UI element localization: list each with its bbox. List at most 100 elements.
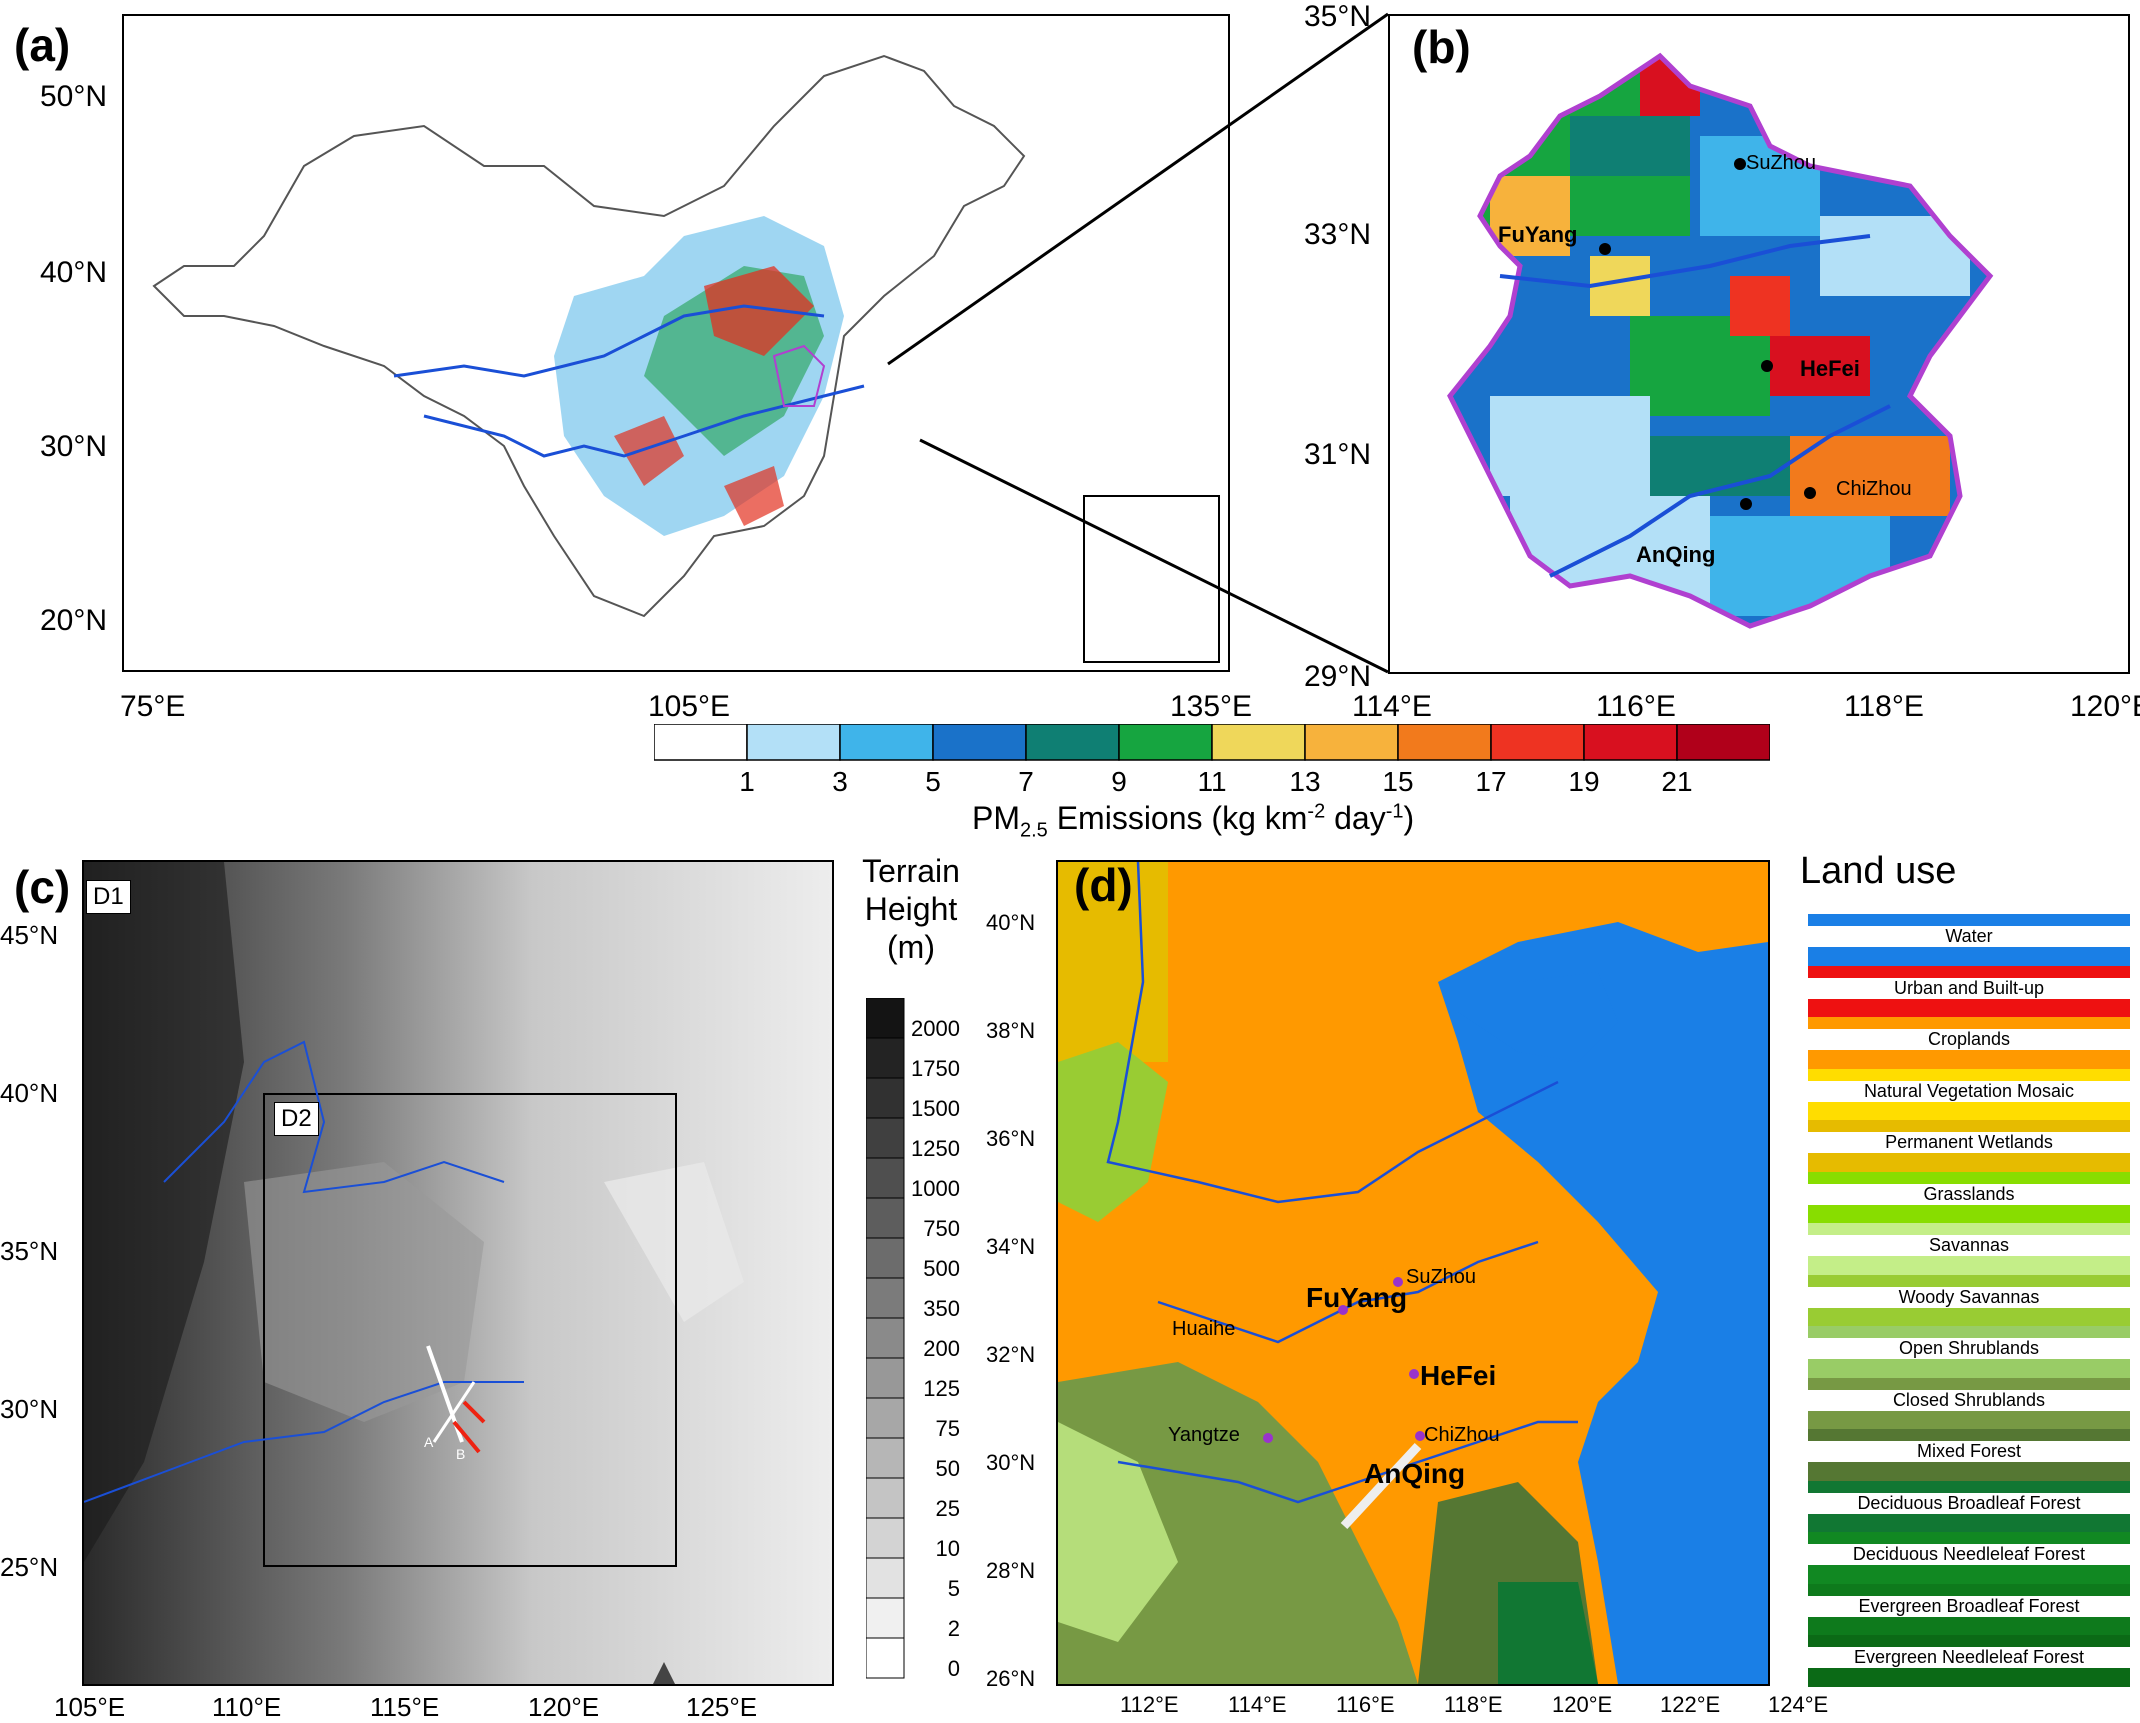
- lat-tick: 35°N: [0, 1236, 59, 1266]
- terrain-tick-label: 1500: [911, 1096, 960, 1121]
- city-label-hefei: HeFei: [1800, 356, 1860, 381]
- emission-grid: [1450, 56, 1990, 626]
- lat-tick: 45°N: [0, 920, 59, 950]
- lat-tick: 50°N: [40, 80, 108, 113]
- city-label-anqing: AnQing: [1364, 1458, 1466, 1489]
- panel-c-label: (c): [14, 861, 71, 913]
- south-china-sea-inset: [1083, 495, 1220, 663]
- colorbar-tick-label: 3: [832, 766, 848, 797]
- china-emission-map: [152, 54, 1220, 663]
- yangtze-river: [423, 384, 865, 458]
- panel-d-label: (d): [1074, 859, 1133, 911]
- lat-tick: 38°N: [986, 1018, 1036, 1043]
- river-label-huaihe: Huaihe: [1172, 1318, 1236, 1340]
- colorbar-swatch: [746, 724, 841, 761]
- panel-b-map: [1388, 14, 2130, 674]
- city-label-hefei: HeFei: [1420, 1360, 1497, 1391]
- emission-hotspot-sichuan: [614, 416, 684, 486]
- lon-tick: 112°E: [1120, 1692, 1179, 1717]
- landuse-label: Evergreen Broadleaf Forest: [1808, 1595, 2130, 1617]
- fuyang-marker: [1599, 243, 1611, 255]
- terrain-swatch: [866, 1117, 905, 1159]
- anqing-marker: [1740, 498, 1752, 510]
- huaihe-river: [1157, 1240, 1539, 1344]
- terrain-swatch: [866, 1557, 905, 1599]
- lon-tick: 120°E: [528, 1692, 600, 1722]
- lon-tick: 122°E: [1660, 1692, 1721, 1717]
- taiwan: [653, 1662, 675, 1684]
- lon-tick: 105°E: [54, 1692, 126, 1722]
- colorbar-tick-label: 9: [1111, 766, 1127, 797]
- terrain-swatch: [866, 1397, 905, 1439]
- anhui-emission-map: [1447, 52, 1994, 629]
- city-label-chizhou: ChiZhou: [1424, 1424, 1500, 1446]
- domain-d2-label: D2: [274, 1102, 319, 1136]
- transect-label-b: B: [456, 1446, 466, 1462]
- terrain-tick-label: 2000: [911, 1016, 960, 1041]
- lon-tick: 118°E: [1444, 1692, 1503, 1717]
- city-label-fuyang: FuYang: [1498, 222, 1578, 247]
- landuse-label: Open Shrublands: [1808, 1338, 2130, 1359]
- lat-tick: 40°N: [40, 256, 108, 289]
- terrain-colorbar-swatches: [866, 998, 905, 1679]
- yellow-river: [163, 1040, 505, 1194]
- yangtze-river: [84, 1381, 524, 1503]
- transect-red: [452, 1420, 481, 1454]
- colorbar-swatch: [1397, 724, 1492, 761]
- suzhou-marker: [1393, 1277, 1403, 1287]
- lat-tick: 40°N: [986, 910, 1036, 935]
- colorbar-swatch: [654, 724, 748, 761]
- lat-tick: 26°N: [986, 1666, 1036, 1691]
- terrain-tick-label: 500: [923, 1256, 960, 1281]
- colorbar-swatch: [839, 724, 934, 761]
- terrain-tick-label: 1250: [911, 1136, 960, 1161]
- lat-tick: 32°N: [986, 1342, 1036, 1367]
- lon-tick: 105°E: [648, 690, 731, 723]
- lat-tick: 30°N: [40, 430, 108, 463]
- emission-hotspot-south: [724, 466, 784, 526]
- lat-tick: 34°N: [986, 1234, 1036, 1259]
- terrain-tick-label: 10: [935, 1536, 960, 1561]
- lat-tick: 36°N: [986, 1126, 1036, 1151]
- panel-a-label: (a): [14, 19, 71, 71]
- lon-tick: 118°E: [1844, 690, 1924, 723]
- terrain-colorbar-title: Terrain Height (m): [862, 853, 960, 965]
- sea: [1438, 922, 1768, 1684]
- terrain-tick-label: 25: [935, 1496, 960, 1521]
- chizhou-marker: [1804, 487, 1816, 499]
- landuse-label: Croplands: [1808, 1029, 2130, 1050]
- landuse-legend-title: Land use: [1800, 850, 1957, 892]
- transect-label-a: A: [424, 1434, 434, 1450]
- yangtze-river: [1117, 1420, 1578, 1504]
- panel-b-label: (b): [1412, 21, 1471, 73]
- lon-tick: 110°E: [212, 1692, 282, 1722]
- lat-tick: 31°N: [1304, 438, 1372, 471]
- city-label-chizhou: ChiZhou: [1836, 478, 1912, 500]
- city-label-fuyang: FuYang: [1306, 1282, 1408, 1313]
- lat-tick: 30°N: [0, 1394, 59, 1424]
- panel-a-map: [122, 14, 1230, 672]
- colorbar-tick-label: 5: [925, 766, 941, 797]
- lat-tick: 28°N: [986, 1558, 1036, 1583]
- landuse-label: Grasslands: [1808, 1183, 2130, 1205]
- lon-tick: 116°E: [1336, 1692, 1395, 1717]
- landuse-label: Deciduous Broadleaf Forest: [1808, 1492, 2130, 1514]
- terrain-swatch: [866, 998, 905, 1039]
- emissions-colorbar-title: PM2.5 Emissions (kg km-2 day-1): [972, 800, 1415, 842]
- lon-tick: 114°E: [1228, 1692, 1287, 1717]
- landuse-label: Mixed Forest: [1808, 1441, 2130, 1462]
- anhui-boundary: [1447, 52, 1994, 629]
- terrain-swatch: [866, 1517, 905, 1559]
- domain-d2-box: [263, 1093, 677, 1567]
- landuse-label: Deciduous Needleleaf Forest: [1808, 1544, 2130, 1565]
- city-label-anqing: AnQing: [1636, 542, 1716, 567]
- terrain-tick-label: 50: [935, 1456, 960, 1481]
- colorbar-tick-label: 11: [1197, 766, 1227, 797]
- landuse-label: Woody Savannas: [1808, 1286, 2130, 1308]
- emission-hotspot-north: [704, 266, 814, 356]
- lon-tick: 75°E: [120, 690, 186, 723]
- landuse-label: Permanent Wetlands: [1808, 1132, 2130, 1153]
- terrain-tick-label: 1750: [911, 1056, 960, 1081]
- colorbar-swatch: [1304, 724, 1399, 761]
